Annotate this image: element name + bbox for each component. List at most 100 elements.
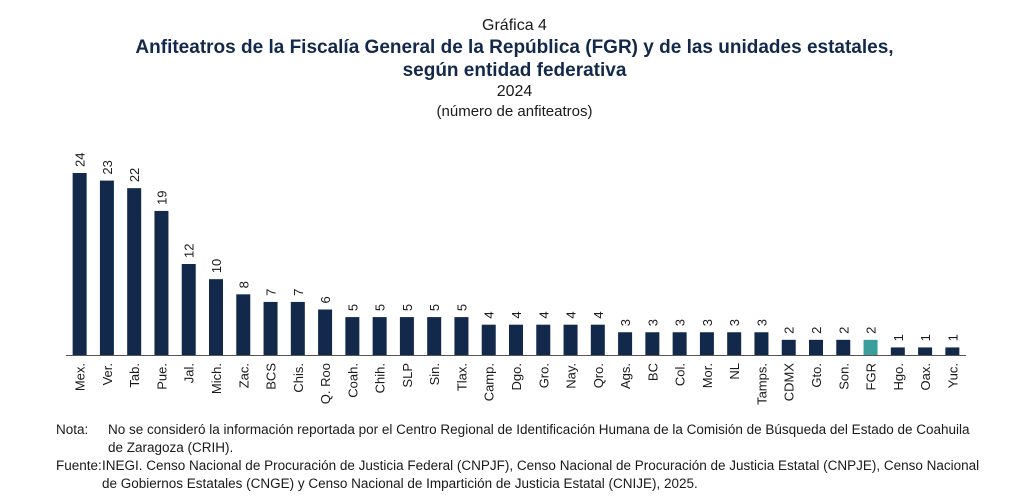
chart-year: 2024 — [496, 83, 533, 100]
data-label: 4 — [509, 311, 524, 318]
x-tick-label: Ver. — [100, 363, 115, 385]
bar-coah — [345, 317, 360, 355]
x-tick-label: NL — [727, 363, 742, 380]
data-label: 1 — [918, 334, 933, 341]
x-tick-label: BCS — [264, 363, 279, 390]
data-label: 5 — [400, 304, 415, 311]
bar-chih — [372, 317, 387, 355]
bar-camp — [481, 324, 496, 355]
data-label: 8 — [236, 281, 251, 288]
x-tick-label: Qro. — [591, 363, 606, 388]
data-label: 5 — [427, 304, 442, 311]
data-label: 7 — [291, 289, 306, 296]
bar-mor — [699, 332, 714, 355]
bar-mex — [72, 173, 87, 355]
bar-hgo — [890, 347, 905, 355]
x-tick-label: Hgo. — [891, 363, 906, 390]
bar-fgr — [863, 339, 878, 355]
data-label: 2 — [809, 327, 824, 334]
bar-tamps — [754, 332, 769, 355]
x-tick-label: Mex. — [73, 363, 88, 391]
bar-yuc — [945, 347, 960, 355]
data-label: 3 — [673, 319, 688, 326]
x-tick-label: Yuc. — [945, 363, 960, 388]
bar-slp — [399, 317, 414, 355]
data-label: 3 — [727, 319, 742, 326]
chart-title-line1: Anfiteatros de la Fiscalía General de la… — [135, 37, 894, 58]
chart-title-line2: según entidad federativa — [402, 60, 627, 81]
x-tick-label: SLP — [400, 363, 415, 388]
bar-ags — [618, 332, 633, 355]
chart-notes: Nota: No se consideró la información rep… — [56, 421, 986, 493]
source-text: INEGI. Censo Nacional de Procuración de … — [102, 458, 980, 491]
x-tick-label: Pue. — [154, 363, 169, 390]
bar-zac — [236, 294, 251, 355]
note-key: Nota: — [56, 422, 89, 437]
bar-qro — [590, 324, 605, 355]
bar-cdmx — [781, 339, 796, 355]
x-tick-label: BC — [645, 363, 660, 381]
x-tick-label: Tlax. — [454, 363, 469, 391]
data-label: 5 — [454, 304, 469, 311]
x-tick-label: Chih. — [373, 363, 388, 393]
bar-mich — [209, 279, 223, 355]
note-row: Nota: No se consideró la información rep… — [56, 421, 986, 457]
bar-gro — [536, 324, 551, 355]
bar-nl — [727, 332, 742, 355]
x-tick-label: Gro. — [536, 363, 551, 388]
bar-col — [672, 332, 687, 355]
x-tick-label: Col. — [673, 363, 688, 386]
data-label: 3 — [618, 319, 633, 326]
x-tick-label: Nay. — [564, 363, 579, 389]
bar-chart: 24Mex.23Ver.22Tab.19Pue.12Jal.10Mich.8Za… — [66, 153, 966, 405]
data-label: 3 — [700, 319, 715, 326]
data-label: 24 — [73, 153, 88, 167]
x-tick-label: Chis. — [291, 363, 306, 393]
data-label: 22 — [127, 168, 142, 182]
x-tick-label: Mor. — [700, 363, 715, 388]
data-label: 6 — [318, 296, 333, 303]
x-tick-label: Dgo. — [509, 363, 524, 390]
bar-bcs — [263, 301, 278, 355]
bar-sin — [427, 317, 442, 355]
bar-oax — [918, 347, 933, 355]
data-label: 2 — [864, 327, 879, 334]
bar-pue — [154, 210, 169, 355]
x-tick-label: Tab. — [127, 363, 142, 388]
data-label: 5 — [373, 304, 388, 311]
data-label: 3 — [645, 319, 660, 326]
x-tick-label: Zac. — [236, 363, 251, 388]
data-label: 4 — [482, 311, 497, 318]
bar-tab — [127, 188, 142, 355]
data-label: 7 — [264, 289, 279, 296]
data-label: 12 — [182, 244, 197, 258]
data-label: 23 — [100, 160, 115, 174]
x-tick-label: Mich. — [209, 363, 224, 394]
bar-jal — [181, 264, 196, 355]
note-text: No se consideró la información reportada… — [108, 422, 970, 455]
data-label: 19 — [154, 190, 169, 204]
bar-tlax — [454, 317, 469, 355]
data-label: 1 — [945, 334, 960, 341]
x-tick-label: Son. — [836, 363, 851, 390]
x-tick-label: Q. Roo — [318, 363, 333, 404]
bar-son — [836, 339, 851, 355]
source-row: Fuente: INEGI. Censo Nacional de Procura… — [56, 457, 986, 493]
x-tick-label: Ags. — [618, 363, 633, 389]
bar-nay — [563, 324, 578, 355]
x-tick-label: Tamps. — [754, 363, 769, 405]
data-label: 4 — [564, 311, 579, 318]
chart-header: Gráfica 4 Anfiteatros de la Fiscalía Gen… — [0, 16, 1029, 121]
data-label: 10 — [209, 259, 224, 273]
x-tick-label: Oax. — [918, 363, 933, 390]
x-tick-label: Coah. — [345, 363, 360, 398]
x-tick-label: FGR — [864, 363, 879, 390]
data-label: 4 — [591, 311, 606, 318]
bar-bc — [645, 332, 660, 355]
x-tick-label: Camp. — [482, 363, 497, 401]
x-tick-label: CDMX — [782, 363, 797, 402]
data-label: 4 — [536, 311, 551, 318]
bar-q-roo — [318, 309, 333, 355]
data-label: 3 — [754, 319, 769, 326]
data-label: 2 — [782, 327, 797, 334]
